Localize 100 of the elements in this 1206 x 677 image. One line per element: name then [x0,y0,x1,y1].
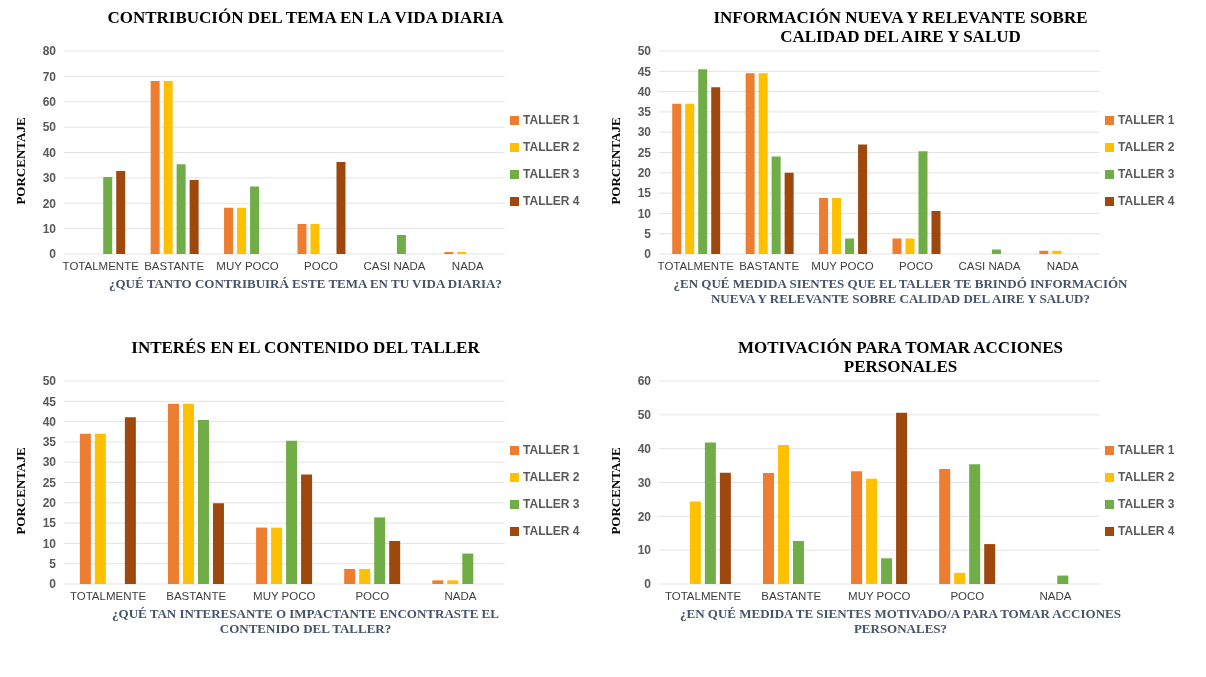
y-tick-label: 20 [637,509,651,524]
x-tick-label: NADA [1039,590,1072,603]
y-tick-label: 50 [42,120,56,135]
bar [968,464,980,584]
bar [167,403,179,584]
y-tick-label: 25 [637,145,651,160]
bar [182,403,194,584]
bar [446,580,458,584]
bar [1051,250,1061,254]
legend-label: TALLER 4 [523,194,580,208]
bar [163,80,173,254]
bar [115,171,125,254]
bar [895,412,907,584]
x-tick-label: BASTANTE [738,260,799,273]
x-tick-label: MUY POCO [810,260,874,273]
bar [745,73,755,254]
x-tick-label: POCO [898,260,933,273]
bar [285,440,297,584]
bar [844,238,854,254]
legend-label: TALLER 2 [1118,470,1175,484]
y-axis-title: PORCENTAJE [12,117,29,205]
bar [255,527,267,584]
bar [891,238,901,254]
bar [671,103,681,254]
bar [880,558,892,584]
legend-label: TALLER 2 [1118,140,1175,154]
bar [249,186,259,254]
legend-label: TALLER 3 [1118,167,1175,181]
bar [953,572,965,584]
x-tick-label: MUY POCO [215,260,279,273]
y-tick-label: 30 [42,171,56,186]
bar [704,442,716,584]
legend-label: TALLER 3 [523,167,580,181]
legend-label: TALLER 2 [523,470,580,484]
legend-label: TALLER 3 [1118,497,1175,511]
y-tick-label: 20 [637,166,651,181]
y-tick-label: 10 [42,221,56,236]
x-tick-label: POCO [354,590,389,603]
y-tick-label: 0 [643,577,651,592]
y-tick-label: 70 [42,69,56,84]
bar [938,468,950,584]
y-tick-label: 0 [48,247,56,262]
chart-title: INTERÉS EN EL CONTENIDO DEL TALLER [130,338,481,359]
x-tick-label: CASI NADA [362,260,426,273]
y-tick-label: 50 [637,44,651,59]
y-tick-label: 0 [643,247,651,262]
y-tick-label: 80 [42,44,56,59]
y-tick-label: 5 [643,226,651,241]
bar [79,433,91,584]
x-tick-label: TOTALMENTE [62,260,139,273]
bar [857,144,867,254]
bar [197,419,209,584]
x-axis-title: ¿EN QUÉ MEDIDA SIENTES QUE EL TALLER TE BRINDÓ INFORMACIÓN NUEVA Y RELEVANTE SOBRE CALIDAD DEL AIRE Y SALUD? [672,276,1129,306]
legend-label: TALLER 4 [523,524,580,538]
y-tick-label: 20 [42,496,56,511]
chart-title: MOTIVACIÓN PARA TOMAR ACCIONES PERSONALES [736,338,1065,376]
legend-label: TALLER 4 [1118,524,1175,538]
bar [236,207,246,254]
y-axis-title: PORCENTAJE [607,117,624,205]
legend-label: TALLER 1 [523,443,580,457]
y-tick-label: 10 [637,206,651,221]
bar [904,238,914,254]
bar [917,151,927,254]
legend-label: TALLER 1 [1118,443,1175,457]
x-tick-label: BASTANTE [165,590,226,603]
x-tick-label: POCO [303,260,338,273]
y-tick-label: 5 [48,556,56,571]
bar [792,541,804,584]
bar [818,197,828,254]
legend-label: TALLER 3 [523,497,580,511]
y-tick-label: 60 [637,374,651,389]
bar [850,471,862,584]
x-tick-label: NADA [444,590,477,603]
y-tick-label: 50 [637,408,651,423]
bar [443,251,453,254]
bar [373,517,385,584]
y-tick-label: 40 [637,441,651,456]
bar [758,73,768,254]
bar [461,553,473,584]
bar [930,210,940,254]
x-tick-label: TOTALMENTE [664,590,742,603]
y-tick-label: 60 [42,95,56,110]
bar [719,472,731,584]
bar [1038,250,1048,254]
bar [300,474,312,584]
chart-title: CONTRIBUCIÓN DEL TEMA EN LA VIDA DIARIA [106,8,505,29]
y-tick-label: 35 [42,435,56,450]
y-tick-label: 0 [48,577,56,592]
y-tick-label: 50 [42,374,56,389]
x-tick-label: NADA [1046,260,1079,273]
bar [991,249,1001,254]
bar [1056,575,1068,584]
bar [771,156,781,254]
bar [124,417,136,584]
bar [831,197,841,254]
y-tick-label: 10 [637,543,651,558]
y-tick-label: 40 [42,414,56,429]
x-tick-label: TOTALMENTE [657,260,734,273]
y-tick-label: 20 [42,196,56,211]
chart-title: INFORMACIÓN NUEVA Y RELEVANTE SOBRE CALIDAD DEL AIRE Y SALUD [712,8,1089,46]
